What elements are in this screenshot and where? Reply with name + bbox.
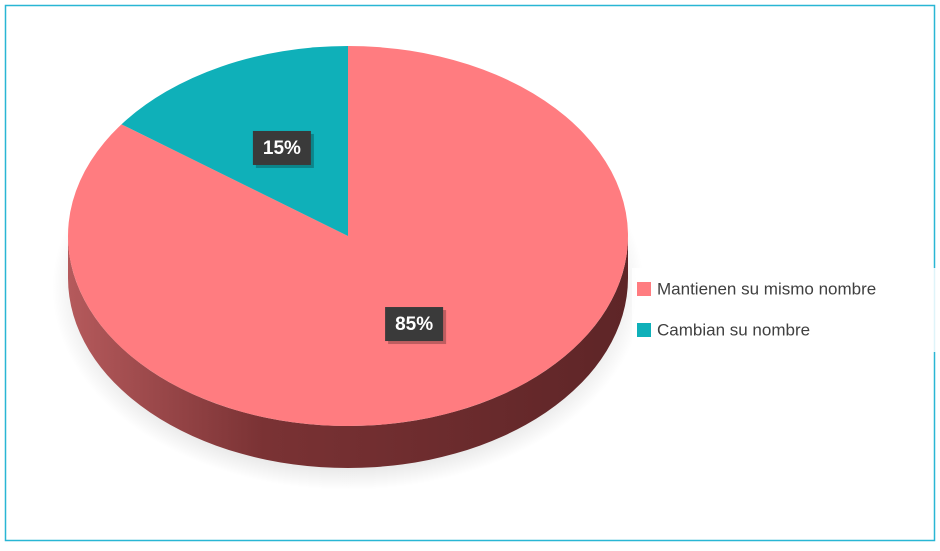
legend-box [632,268,940,352]
legend-swatch [637,323,651,337]
data-label-box [385,307,444,342]
pie-slice [121,46,348,236]
data-label-box [252,130,311,165]
pie-side [68,236,628,468]
legend-label: Mantienen su mismo nombre [657,279,876,298]
data-label: 85% [395,314,433,335]
data-label: 15% [263,138,301,159]
plot: 85% 15% Mantienen su mismo nombre Cambian s… [52,46,940,490]
legend-swatch [637,282,651,296]
pie-slice [67,46,629,426]
legend-label: Cambian su nombre [657,320,810,339]
